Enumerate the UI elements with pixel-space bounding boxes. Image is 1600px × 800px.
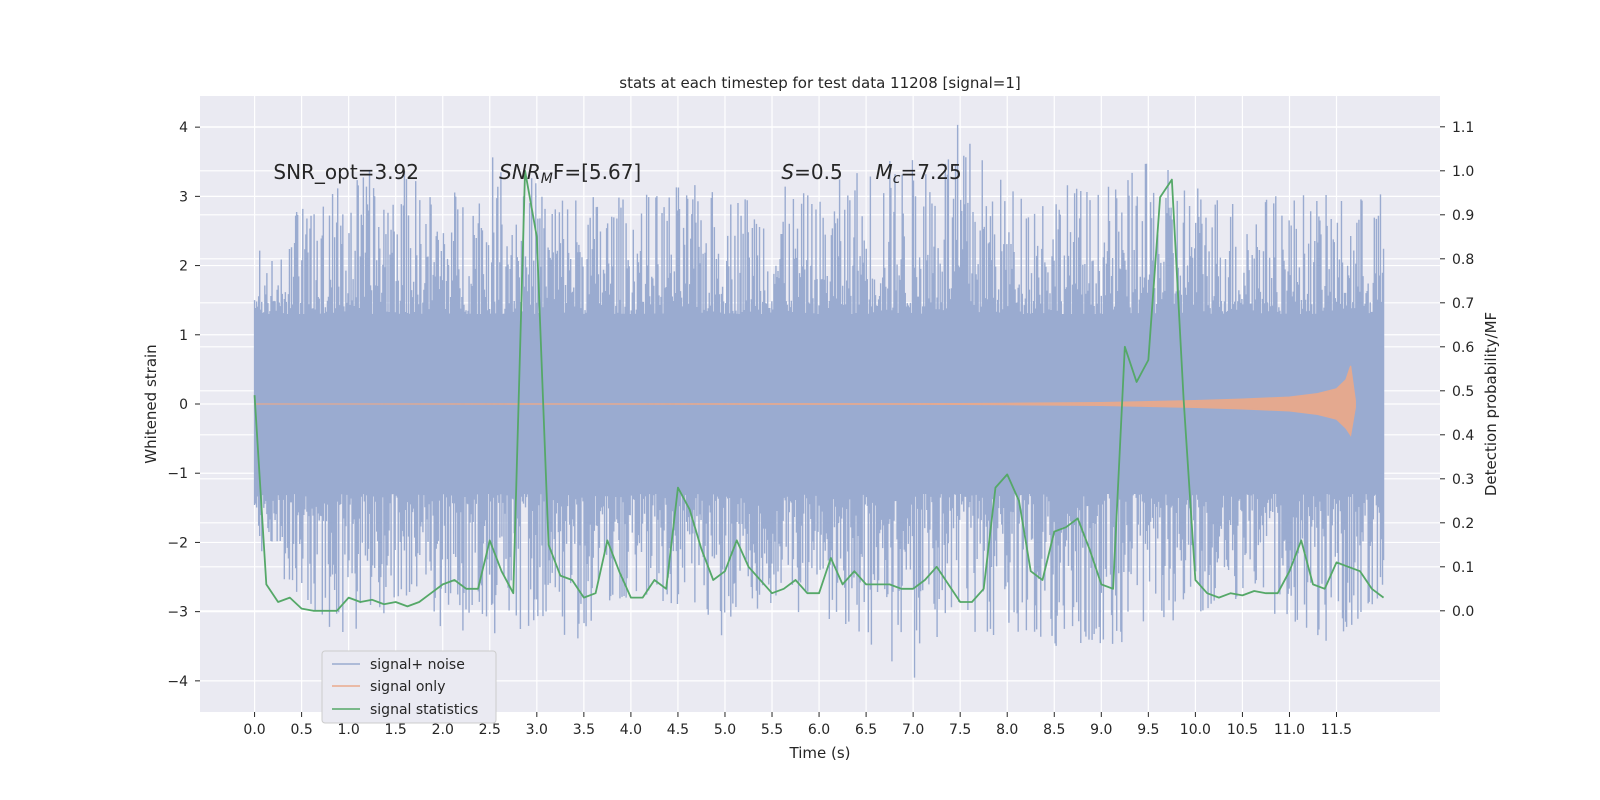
annotation-1: SNRMF=[5.67] (499, 160, 641, 187)
y-tick-label: 3 (179, 189, 188, 205)
x-tick-label: 0.5 (290, 722, 312, 738)
y2-tick-label: 0.8 (1452, 252, 1474, 268)
y2-tick-label: 0.2 (1452, 516, 1474, 532)
x-tick-label: 1.5 (385, 722, 407, 738)
signal-only-trace (254, 365, 1356, 437)
y2-tick-label: 0.6 (1452, 340, 1474, 356)
legend: signal+ noise signal only signal statist… (321, 650, 497, 724)
signal-statistics-line (253, 169, 1385, 612)
plot-area (253, 124, 1385, 678)
y-tick-label: −3 (167, 605, 188, 621)
x-tick-label: 6.0 (808, 722, 830, 738)
y2-tick-label: 0.5 (1452, 384, 1474, 400)
y2-axis-title: Detection probability/MF (1482, 312, 1500, 496)
y2-tick-label: 0.7 (1452, 296, 1474, 312)
legend-label-signal-statistics: signal statistics (370, 702, 478, 718)
y2-tick-label: 0.3 (1452, 472, 1474, 488)
legend-box (321, 650, 497, 724)
x-tick-label: 0.0 (243, 722, 265, 738)
x-tick-label: 9.5 (1137, 722, 1159, 738)
x-axis-title: Time (s) (789, 744, 851, 762)
y2-tick-label: 1.1 (1452, 120, 1474, 136)
x-tick-label: 3.0 (526, 722, 548, 738)
y2-tick-label: 0.1 (1452, 560, 1474, 576)
y2-tick-label: 1.0 (1452, 164, 1474, 180)
y-tick-label: 2 (179, 259, 188, 275)
x-tick-label: 1.0 (338, 722, 360, 738)
y-tick-label: −2 (167, 535, 188, 551)
x-tick-label: 2.5 (479, 722, 501, 738)
x-tick-label: 11.0 (1274, 722, 1305, 738)
y-tick-label: 1 (179, 328, 188, 344)
x-tick-label: 8.0 (996, 722, 1018, 738)
y-tick-label: 0 (179, 397, 188, 413)
x-tick-label: 9.0 (1090, 722, 1112, 738)
series-layer (253, 124, 1385, 678)
y2-tick-label: 0.9 (1452, 208, 1474, 224)
x-tick-label: 6.5 (855, 722, 877, 738)
y-tick-label: −1 (167, 466, 188, 482)
x-tick-label: 7.5 (949, 722, 971, 738)
x-tick-label: 5.5 (761, 722, 783, 738)
x-tick-label: 11.5 (1321, 722, 1352, 738)
x-tick-label: 10.5 (1227, 722, 1258, 738)
x-tick-label: 3.5 (573, 722, 595, 738)
x-tick-label: 5.0 (714, 722, 736, 738)
annotations: SNR_opt=3.92 SNRMF=[5.67] S=0.5 Mc=7.25 (273, 160, 961, 187)
y2-tick-label: 0.4 (1452, 428, 1474, 444)
x-tick-label: 7.0 (902, 722, 924, 738)
chart-title: stats at each timestep for test data 112… (619, 74, 1020, 92)
x-tick-label: 4.0 (620, 722, 642, 738)
x-tick-label: 8.5 (1043, 722, 1065, 738)
y2-tick-label: 0.0 (1452, 604, 1474, 620)
annotation-3: Mc=7.25 (876, 160, 962, 187)
x-tick-label: 10.0 (1180, 722, 1211, 738)
y-axis-right: 0.0 0.1 0.2 0.3 0.4 0.5 0.6 0.7 0.8 0.9 1.0 1.1 (1440, 120, 1474, 620)
legend-label-signal-only: signal only (370, 679, 445, 695)
y-axis-title: Whitened strain (142, 344, 160, 463)
x-tick-label: 2.0 (432, 722, 454, 738)
y-axis-left: −4 −3 −2 −1 0 1 2 3 4 (167, 120, 200, 690)
annotation-2: S=0.5 (781, 160, 842, 184)
y-tick-label: −4 (167, 674, 188, 690)
y-tick-label: 4 (179, 120, 188, 136)
annotation-0: SNR_opt=3.92 (273, 160, 419, 184)
x-tick-label: 4.5 (667, 722, 689, 738)
legend-label-signal-noise: signal+ noise (370, 657, 465, 673)
x-axis: 0.0 0.5 1.0 1.5 2.0 2.5 3.0 3.5 4.0 4.5 5.0 5.5 6.0 6… (243, 712, 1352, 738)
